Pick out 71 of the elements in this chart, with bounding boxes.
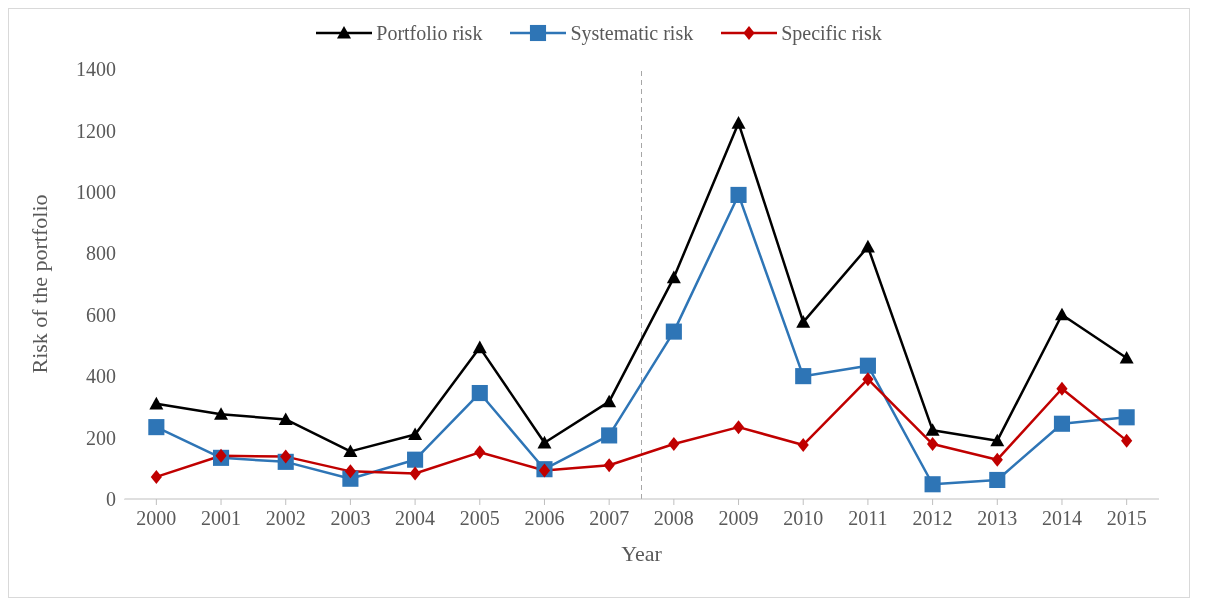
point xyxy=(859,357,876,374)
point xyxy=(1118,409,1135,426)
point xyxy=(665,323,682,340)
point xyxy=(1056,381,1068,396)
point xyxy=(1053,415,1071,432)
x-tick-label: 2006 xyxy=(524,507,565,530)
legend-label: Portfolio risk xyxy=(376,21,483,45)
x-tick-label: 2007 xyxy=(589,507,630,530)
y-tick-label: 200 xyxy=(86,426,116,449)
y-tick-label: 0 xyxy=(106,488,116,511)
point xyxy=(150,469,162,484)
point xyxy=(925,423,940,436)
x-axis-title: Year xyxy=(621,541,663,566)
point xyxy=(860,239,875,253)
point xyxy=(409,466,421,481)
point xyxy=(280,449,292,464)
y-tick-label: 1000 xyxy=(76,180,116,203)
point xyxy=(989,471,1006,489)
point xyxy=(990,433,1005,447)
x-tick-label: 2000 xyxy=(136,507,177,530)
x-tick-label: 2010 xyxy=(783,507,824,530)
legend-label: Systematic risk xyxy=(570,21,694,45)
x-tick-label: 2002 xyxy=(265,507,306,530)
x-tick-label: 2012 xyxy=(912,507,953,530)
point xyxy=(149,396,164,410)
point xyxy=(344,464,357,479)
legend-label: Specific risk xyxy=(781,21,882,45)
point xyxy=(1121,433,1133,448)
point xyxy=(926,437,939,452)
y-tick-label: 400 xyxy=(86,365,116,388)
point xyxy=(214,407,229,420)
point xyxy=(471,384,488,402)
point xyxy=(666,270,681,284)
point xyxy=(407,451,424,468)
point xyxy=(797,437,809,452)
point xyxy=(408,427,423,441)
point xyxy=(862,372,874,387)
point xyxy=(1054,307,1069,321)
point xyxy=(732,420,745,435)
point xyxy=(472,340,487,354)
x-tick-label: 2013 xyxy=(977,507,1018,530)
point xyxy=(924,476,941,493)
x-tick-label: 2014 xyxy=(1041,507,1082,530)
point xyxy=(278,412,293,426)
y-axis-title: Risk of the portfolio xyxy=(26,194,52,374)
x-tick-label: 2011 xyxy=(848,507,888,530)
y-tick-label: 1400 xyxy=(76,58,116,81)
point xyxy=(796,315,811,328)
x-tick-label: 2001 xyxy=(201,507,242,530)
point xyxy=(602,394,617,408)
point xyxy=(795,368,812,385)
x-tick-label: 2009 xyxy=(718,507,759,530)
point xyxy=(991,452,1003,467)
y-tick-label: 1200 xyxy=(76,119,116,142)
y-tick-label: 600 xyxy=(86,303,116,326)
x-tick-label: 2005 xyxy=(459,507,500,530)
point xyxy=(1119,351,1134,364)
point xyxy=(474,445,486,460)
x-tick-label: 2004 xyxy=(395,507,436,530)
point xyxy=(601,427,618,444)
point xyxy=(731,116,746,129)
point xyxy=(603,458,615,473)
point xyxy=(343,444,358,457)
x-tick-label: 2003 xyxy=(330,507,371,530)
x-tick-label: 2008 xyxy=(653,507,694,530)
x-tick-label: 2015 xyxy=(1106,507,1147,530)
point xyxy=(668,437,680,452)
y-tick-label: 800 xyxy=(86,242,116,265)
point xyxy=(730,186,747,203)
point xyxy=(537,435,552,449)
point xyxy=(148,419,165,436)
